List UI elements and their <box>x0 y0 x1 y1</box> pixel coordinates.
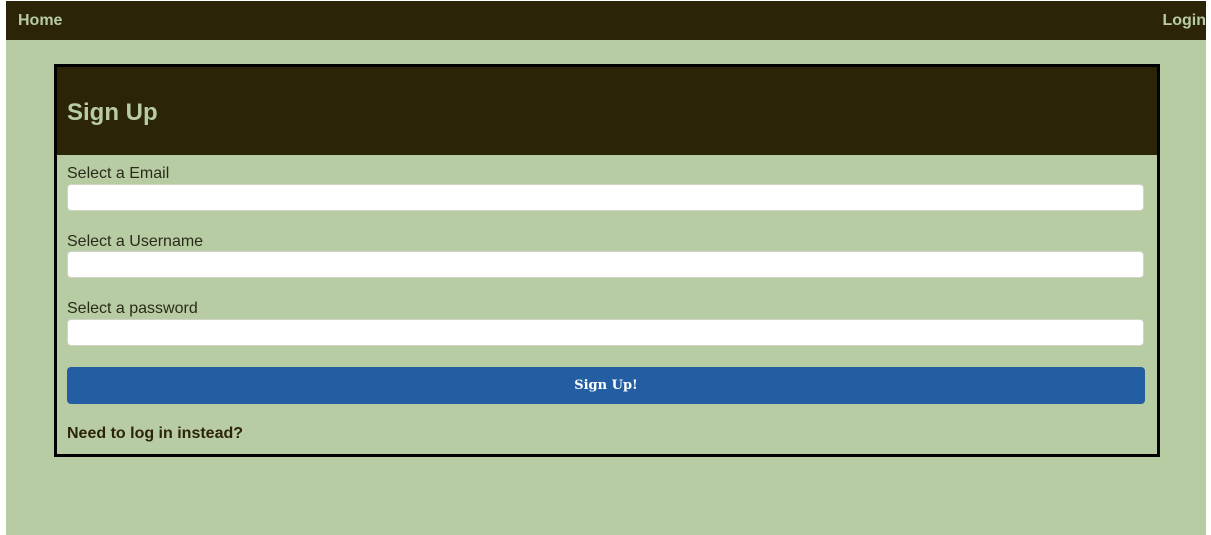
password-label: Select a password <box>67 300 198 317</box>
sign-up-button[interactable]: Sign Up! <box>67 367 1145 404</box>
top-navbar: Home Login <box>6 1 1206 40</box>
email-field[interactable] <box>67 184 1144 211</box>
email-label: Select a Email <box>67 165 170 182</box>
signup-card-header: Sign Up <box>57 67 1157 155</box>
password-field[interactable] <box>67 319 1144 346</box>
page: Home Login Sign Up Select a Email Select… <box>6 1 1206 535</box>
nav-login-link[interactable]: Login <box>1162 12 1206 29</box>
nav-home-link[interactable]: Home <box>18 12 63 29</box>
username-label: Select a Username <box>67 233 204 250</box>
page-title: Sign Up <box>67 99 158 126</box>
signup-card: Sign Up Select a Email Select a Username… <box>54 64 1160 457</box>
login-instead-link[interactable]: Need to log in instead? <box>67 425 244 442</box>
username-field[interactable] <box>67 251 1144 278</box>
